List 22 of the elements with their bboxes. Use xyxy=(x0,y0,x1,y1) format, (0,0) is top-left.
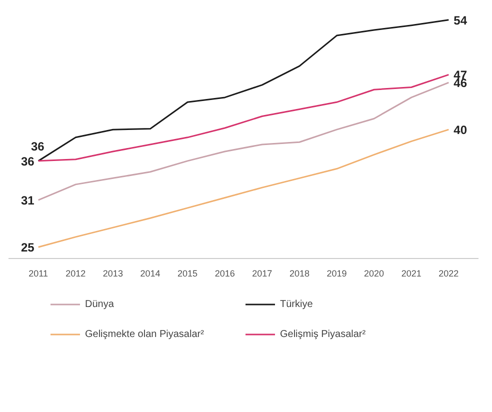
x-tick-label: 2015 xyxy=(178,268,198,278)
x-tick-label: 2012 xyxy=(66,268,86,278)
x-tick-label: 2019 xyxy=(326,268,347,278)
x-tick-label: 2013 xyxy=(102,268,123,278)
x-tick-label: 2017 xyxy=(252,268,272,278)
x-tick-label: 2021 xyxy=(401,268,422,278)
data-label: 25 xyxy=(20,240,35,255)
x-tick-label: 2020 xyxy=(364,268,384,278)
x-tick-label: 2011 xyxy=(28,268,48,278)
data-label: 31 xyxy=(20,194,35,208)
x-tick-label: 2022 xyxy=(438,268,459,278)
data-label: 36 xyxy=(20,154,35,168)
x-tick-label: 2018 xyxy=(289,268,310,278)
x-tick-label: 2014 xyxy=(140,268,160,278)
legend-label: Gelişmekte olan Piyasalar² xyxy=(85,328,205,340)
x-tick-label: 2016 xyxy=(214,268,235,278)
data-label: 36 xyxy=(30,139,45,154)
legend-label: Dünya xyxy=(85,298,115,310)
legend-label: Gelişmiş Piyasalar² xyxy=(280,328,367,340)
data-label: 54 xyxy=(454,13,468,28)
data-label: 40 xyxy=(454,123,468,138)
legend-label: Türkiye xyxy=(280,298,314,310)
